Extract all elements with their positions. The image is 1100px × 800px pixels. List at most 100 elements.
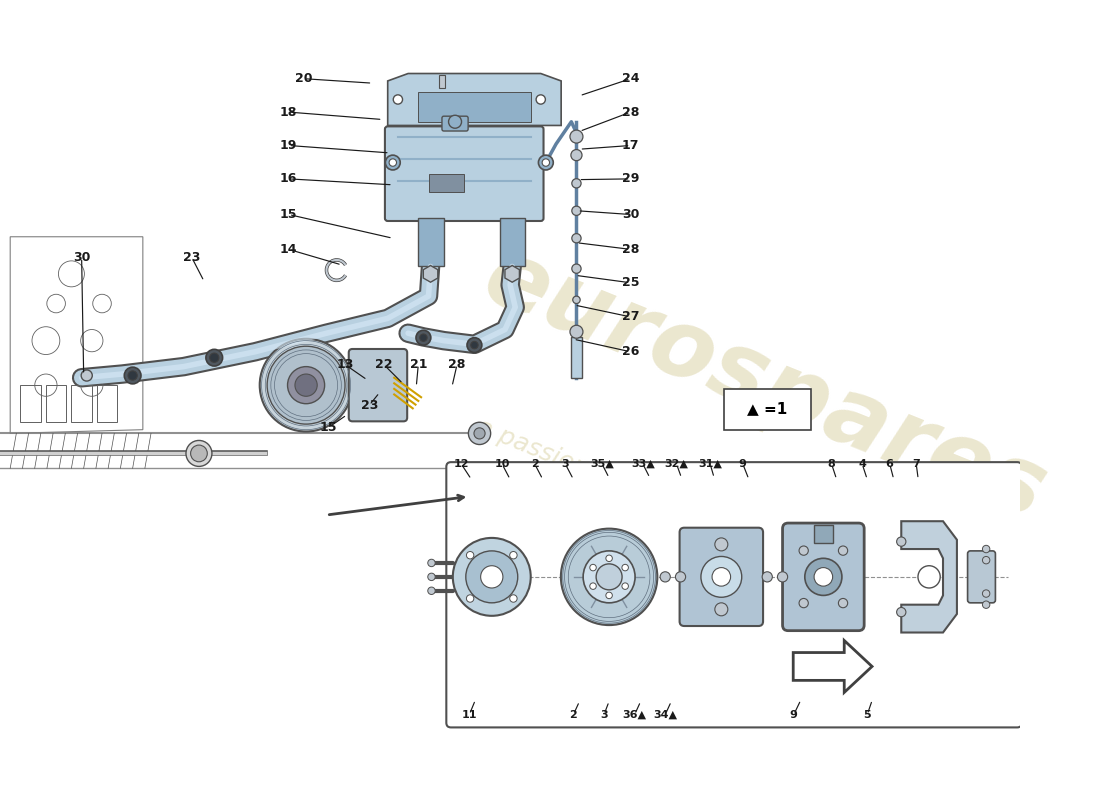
Text: 30: 30 <box>73 251 90 264</box>
Polygon shape <box>387 74 561 126</box>
Bar <box>72 385 91 422</box>
Polygon shape <box>901 522 957 633</box>
Circle shape <box>474 428 485 439</box>
Circle shape <box>571 150 582 161</box>
Circle shape <box>428 573 436 581</box>
Text: 23: 23 <box>361 398 378 412</box>
Circle shape <box>465 551 518 603</box>
FancyBboxPatch shape <box>968 551 996 603</box>
Circle shape <box>394 95 403 104</box>
Circle shape <box>186 441 212 466</box>
FancyBboxPatch shape <box>782 523 865 630</box>
Text: 21: 21 <box>409 358 427 371</box>
Circle shape <box>466 551 474 559</box>
FancyBboxPatch shape <box>447 462 1022 727</box>
Text: 17: 17 <box>621 139 639 152</box>
FancyBboxPatch shape <box>442 116 469 131</box>
Circle shape <box>453 538 530 616</box>
Circle shape <box>128 371 138 380</box>
Circle shape <box>596 564 623 590</box>
Circle shape <box>573 296 580 303</box>
Circle shape <box>469 422 491 445</box>
Circle shape <box>509 551 517 559</box>
Circle shape <box>428 587 436 594</box>
Text: 3: 3 <box>561 459 569 469</box>
Text: 23: 23 <box>183 251 200 264</box>
Text: ▲ =1: ▲ =1 <box>747 402 788 417</box>
Text: 5: 5 <box>864 710 871 720</box>
Circle shape <box>536 95 546 104</box>
Polygon shape <box>418 92 530 122</box>
Text: 13: 13 <box>337 358 353 371</box>
Bar <box>429 174 464 192</box>
Circle shape <box>814 567 833 586</box>
Circle shape <box>561 529 658 625</box>
Circle shape <box>572 178 581 188</box>
Circle shape <box>287 366 324 404</box>
Text: 36▲: 36▲ <box>623 710 647 720</box>
Bar <box>725 389 811 430</box>
Text: 7: 7 <box>912 459 920 469</box>
Circle shape <box>570 130 583 143</box>
Text: 28: 28 <box>449 358 465 371</box>
Circle shape <box>468 338 482 353</box>
Circle shape <box>466 594 474 602</box>
Circle shape <box>590 564 596 571</box>
Circle shape <box>509 594 517 602</box>
Circle shape <box>675 572 685 582</box>
Circle shape <box>260 338 352 431</box>
Circle shape <box>449 115 462 128</box>
Polygon shape <box>793 641 872 693</box>
Text: 28: 28 <box>621 243 639 256</box>
Circle shape <box>982 546 990 553</box>
Text: a passion for parts since 1985: a passion for parts since 1985 <box>473 414 833 578</box>
Bar <box>97 385 118 422</box>
Text: 27: 27 <box>621 310 639 323</box>
Text: 20: 20 <box>295 72 312 86</box>
Text: 15: 15 <box>320 421 338 434</box>
Circle shape <box>660 572 670 582</box>
Text: 15: 15 <box>280 208 297 221</box>
Text: 11: 11 <box>462 710 477 720</box>
Circle shape <box>838 598 848 608</box>
Circle shape <box>896 537 906 546</box>
Circle shape <box>570 326 583 338</box>
Circle shape <box>715 538 728 551</box>
Circle shape <box>712 567 730 586</box>
Text: 25: 25 <box>621 276 639 290</box>
Circle shape <box>572 206 581 215</box>
Circle shape <box>918 566 940 588</box>
Text: 29: 29 <box>621 172 639 186</box>
Circle shape <box>621 583 628 590</box>
Text: 14: 14 <box>280 243 297 256</box>
Circle shape <box>420 334 427 342</box>
Circle shape <box>606 555 613 562</box>
Bar <box>21 385 41 422</box>
Text: 34▲: 34▲ <box>653 710 678 720</box>
Text: 35▲: 35▲ <box>590 459 614 469</box>
Bar <box>439 75 444 88</box>
Circle shape <box>572 234 581 243</box>
Circle shape <box>267 346 345 424</box>
Text: 32▲: 32▲ <box>664 459 689 469</box>
Circle shape <box>190 445 207 462</box>
Circle shape <box>538 155 553 170</box>
Text: 9: 9 <box>739 459 747 469</box>
Text: 6: 6 <box>886 459 893 469</box>
Circle shape <box>583 551 635 603</box>
Text: 8: 8 <box>827 459 835 469</box>
Circle shape <box>428 559 436 566</box>
Circle shape <box>982 590 990 598</box>
Text: 33▲: 33▲ <box>631 459 654 469</box>
Circle shape <box>701 557 741 598</box>
Text: 4: 4 <box>858 459 866 469</box>
Text: 28: 28 <box>621 106 639 118</box>
Text: 2: 2 <box>530 459 539 469</box>
Circle shape <box>389 159 396 166</box>
Circle shape <box>471 342 478 349</box>
Polygon shape <box>424 266 438 282</box>
Circle shape <box>481 566 503 588</box>
Circle shape <box>385 155 400 170</box>
Circle shape <box>896 607 906 617</box>
Circle shape <box>542 159 550 166</box>
